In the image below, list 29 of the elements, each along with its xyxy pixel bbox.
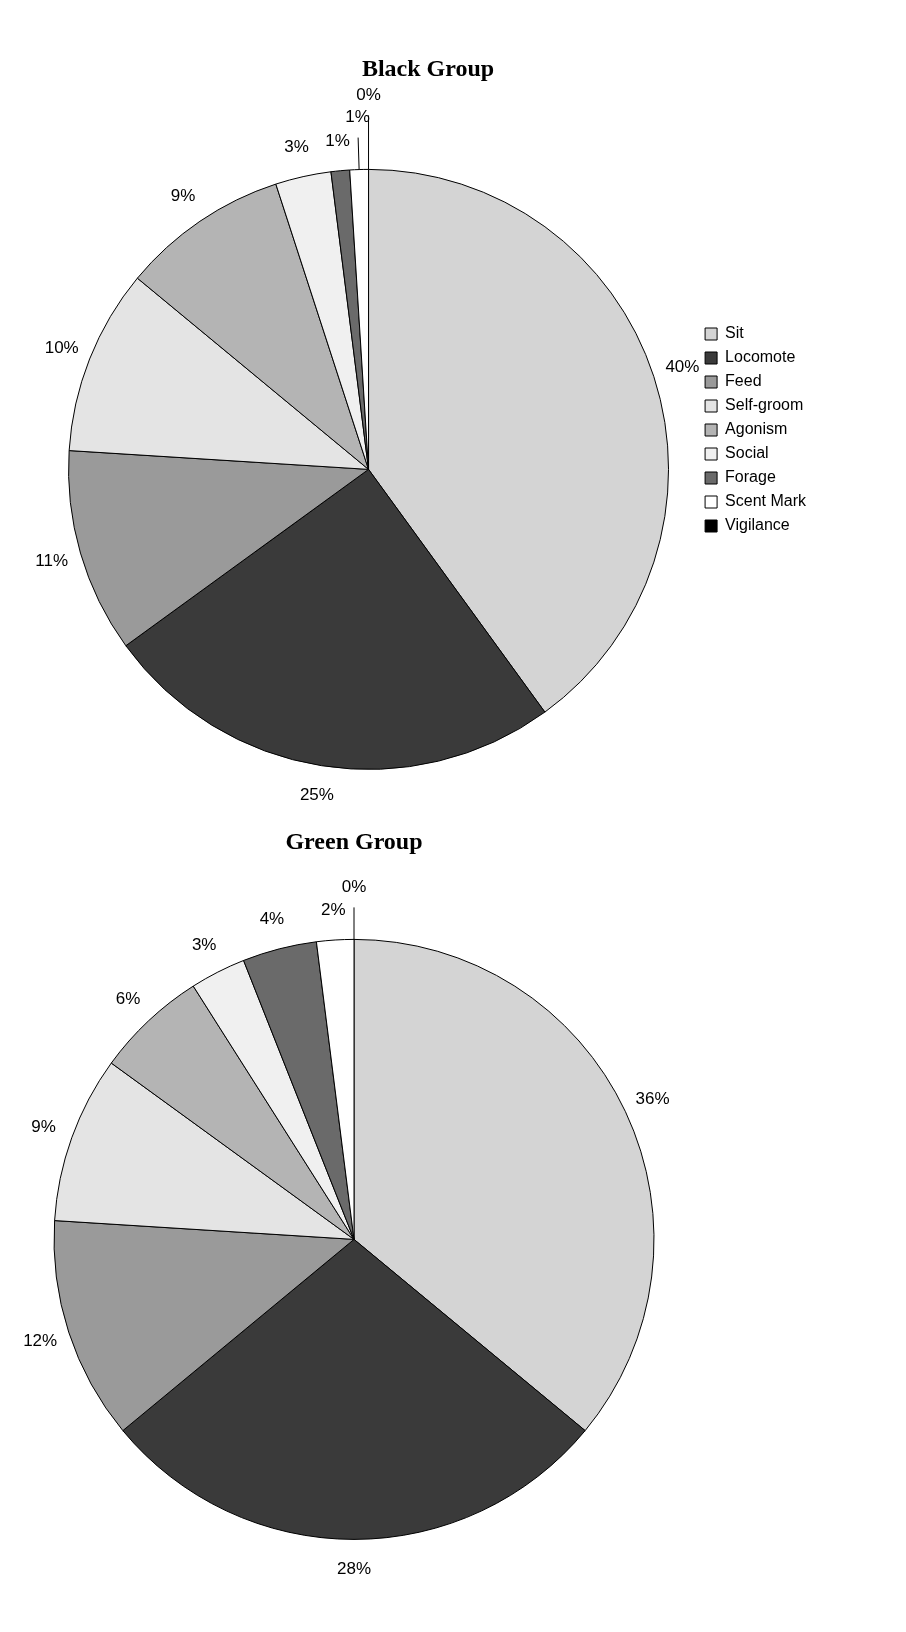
data-label: 9% — [170, 186, 196, 206]
data-label: 25% — [299, 785, 334, 805]
data-label: 3% — [284, 137, 309, 157]
legend-label: Forage — [725, 468, 776, 486]
legend-label: Feed — [725, 372, 762, 390]
legend-label: Social — [725, 444, 769, 462]
data-label: 28% — [336, 1559, 372, 1579]
legend-label: Self-groom — [725, 396, 804, 414]
data-label: 3% — [191, 935, 217, 955]
data-label: 12% — [23, 1331, 58, 1351]
legend-label: Locomote — [725, 348, 796, 366]
data-label: 10% — [44, 337, 79, 357]
text: 0% — [341, 877, 367, 897]
data-label: 1% — [325, 130, 350, 150]
data-label: 9% — [31, 1117, 56, 1137]
legend-label: Vigilance — [725, 516, 790, 534]
legend-label: Agonism — [725, 420, 788, 438]
data-label: 36% — [635, 1088, 670, 1108]
data-label: 11% — [35, 551, 69, 571]
chart-title: Green Group — [285, 827, 423, 854]
legend-label: Scent Mark — [725, 492, 807, 510]
data-label: 4% — [259, 909, 285, 929]
text: 0% — [356, 85, 381, 105]
data-label: 1% — [345, 107, 370, 127]
data-label: 40% — [665, 357, 700, 377]
chart-title: Black Group — [361, 54, 495, 81]
data-label: 6% — [115, 988, 141, 1008]
data-label: 2% — [320, 899, 346, 919]
legend-label: Sit — [725, 324, 745, 342]
